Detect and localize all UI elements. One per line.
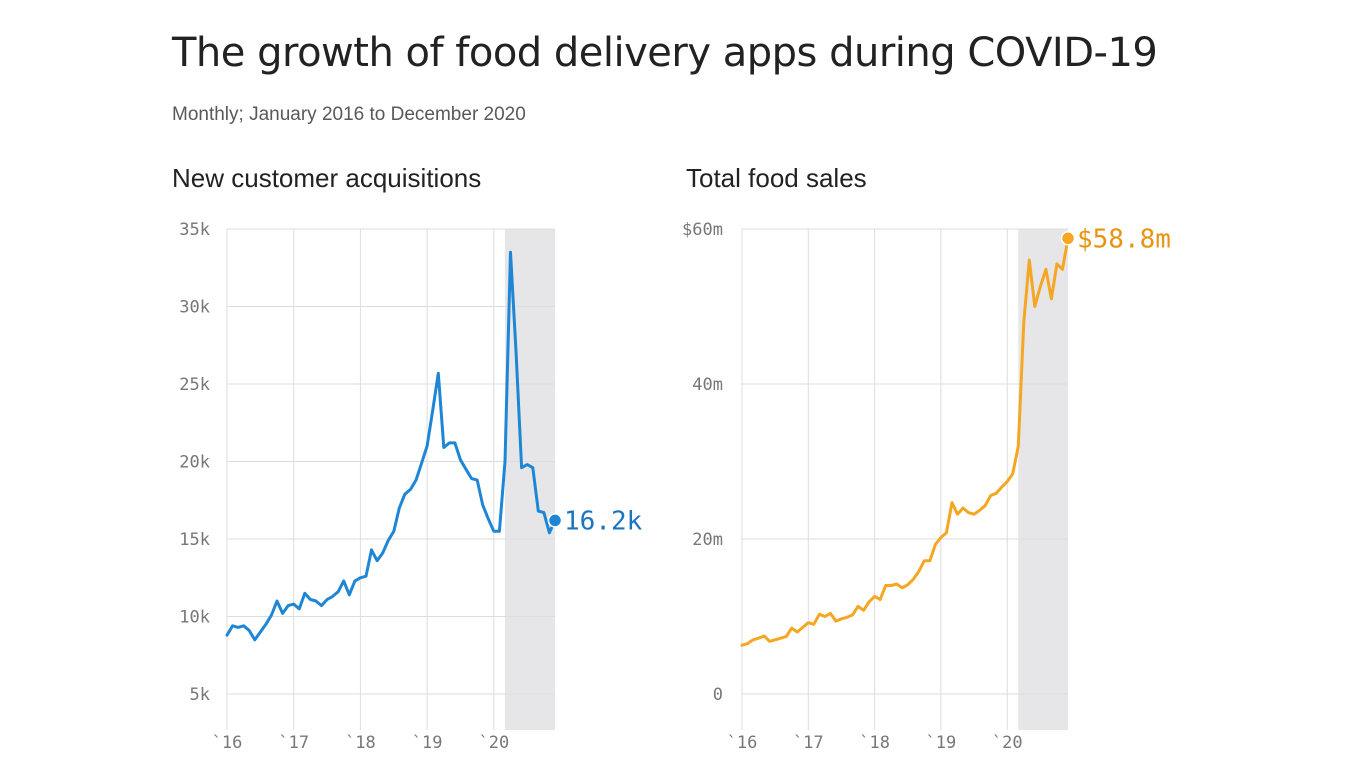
acq-x-tick-label: `20 [478, 733, 509, 753]
sales-end-point [1060, 231, 1076, 246]
acq-end-label: 16.2k [564, 506, 643, 536]
acq-series-line [225, 250, 557, 642]
sales-y-tick-label: 20m [692, 530, 723, 550]
acq-end-point [547, 513, 563, 528]
sales-x-tick-label: `18 [859, 733, 890, 753]
sales-x-tick-label: `20 [992, 733, 1023, 753]
page-title: The growth of food delivery apps during … [172, 30, 1158, 76]
sales-shaded-region [1018, 229, 1068, 730]
acq-y-tick-label: 30k [179, 298, 210, 318]
acq-x-tick-label: `16 [212, 733, 243, 753]
acq-x-tick-label: `17 [278, 733, 309, 753]
page-subtitle: Monthly; January 2016 to December 2020 [172, 104, 526, 125]
sales-panel: Total food sales 0 20m 40m $60m `16 `17 `18 `19 `… [682, 163, 1171, 753]
sales-end-label: $58.8m [1077, 224, 1171, 254]
sales-x-tick-label: `16 [727, 733, 758, 753]
acq-x-tick-label: `18 [345, 733, 376, 753]
sales-y-tick-label: 40m [692, 375, 723, 395]
sales-series-line [740, 236, 1070, 647]
acq-y-tick-label: 25k [179, 375, 210, 395]
sales-y-tick-label: 0 [713, 685, 723, 705]
acq-panel: New customer acquisitions 5k 10k 15k 20k 25k 3… [172, 163, 643, 753]
sales-x-tick-label: `17 [793, 733, 824, 753]
acq-y-tick-label: 35k [179, 220, 210, 240]
sales-panel-title: Total food sales [686, 163, 867, 193]
acq-y-tick-label: 15k [179, 530, 210, 550]
sales-y-tick-label: $60m [682, 220, 723, 240]
acq-y-tick-label: 20k [179, 453, 210, 473]
acq-y-tick-label: 10k [179, 608, 210, 628]
acq-x-tick-label: `19 [412, 733, 443, 753]
acq-panel-title: New customer acquisitions [172, 163, 481, 193]
sales-x-tick-label: `19 [926, 733, 957, 753]
acq-y-tick-label: 5k [190, 685, 210, 705]
